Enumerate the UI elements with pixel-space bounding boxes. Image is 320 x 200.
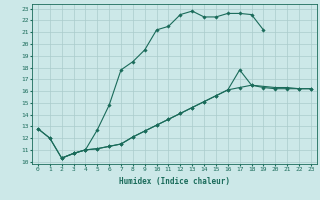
X-axis label: Humidex (Indice chaleur): Humidex (Indice chaleur) bbox=[119, 177, 230, 186]
